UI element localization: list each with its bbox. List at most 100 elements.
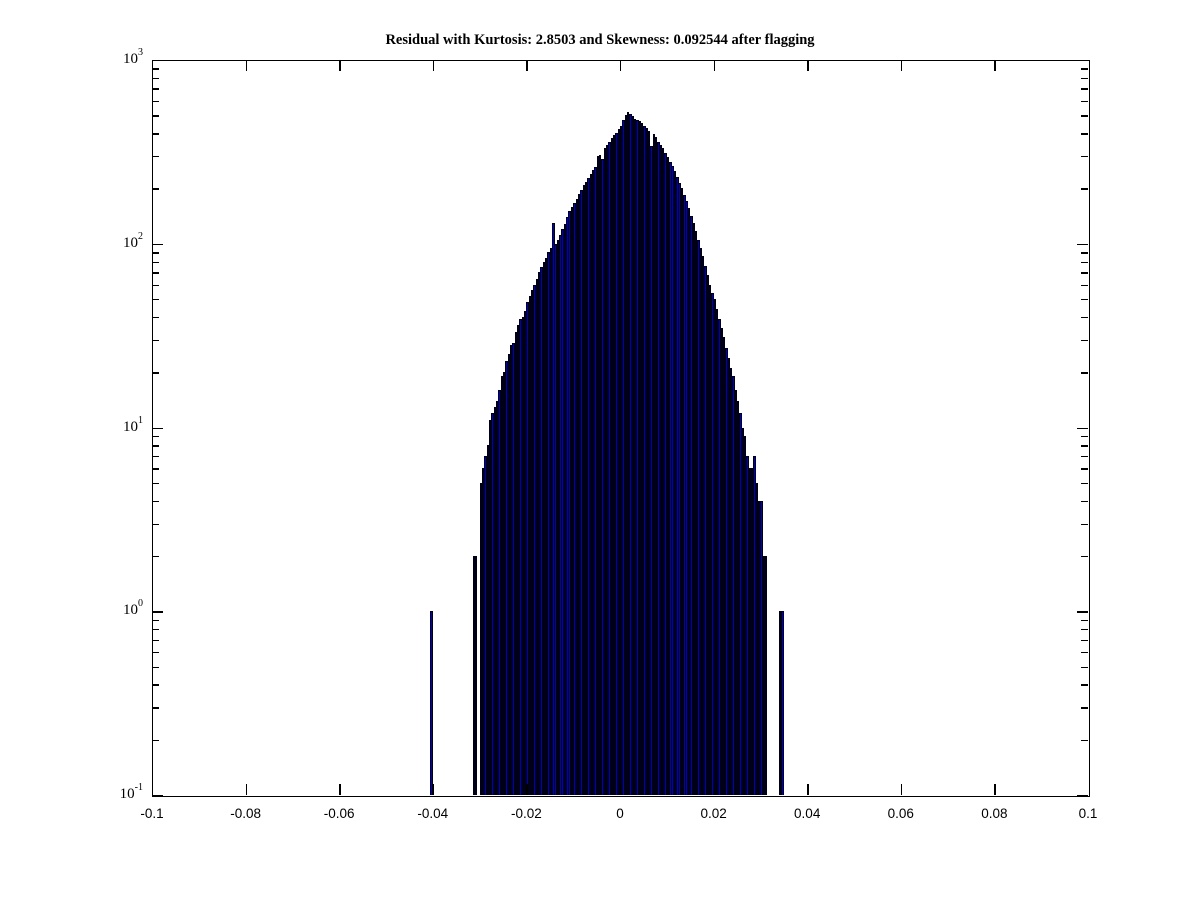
y-axis-tick — [152, 427, 163, 429]
x-axis-tick — [713, 784, 715, 795]
histogram-bar — [566, 216, 569, 795]
y-axis-tick — [1081, 482, 1088, 485]
x-axis-tick — [526, 784, 528, 795]
y-axis-tick — [1081, 88, 1088, 90]
histogram-bar — [512, 342, 515, 795]
y-axis-tick — [152, 188, 159, 190]
histogram-bar — [517, 325, 520, 795]
histogram-bar — [479, 482, 482, 795]
y-axis-tick — [1081, 500, 1088, 502]
histogram-bar — [652, 134, 656, 795]
histogram-bar — [662, 148, 665, 795]
y-axis-tick — [152, 133, 159, 135]
histogram-bar — [521, 316, 525, 795]
y-axis-tick — [152, 482, 159, 485]
histogram-bar — [474, 555, 478, 795]
x-axis-tick-label: 0.04 — [794, 806, 821, 821]
y-axis-tick — [1081, 100, 1088, 103]
histogram-bar — [549, 247, 553, 795]
histogram-bar — [500, 376, 504, 795]
histogram-bar — [519, 318, 522, 795]
histogram-bar — [641, 122, 644, 795]
plot-data-area — [152, 60, 1088, 795]
histogram-bar — [538, 272, 541, 795]
histogram-bar — [645, 128, 649, 795]
histogram-bar — [545, 257, 548, 795]
histogram-bar — [669, 161, 672, 795]
histogram-bar — [765, 555, 768, 795]
histogram-bar — [671, 165, 674, 795]
histogram-bar — [680, 188, 684, 795]
histogram-bar — [507, 354, 511, 795]
histogram-bar — [638, 121, 642, 795]
histogram-bar — [664, 153, 667, 795]
histogram-bar — [751, 468, 754, 795]
histogram-bar — [746, 455, 749, 795]
histogram-bar — [704, 265, 707, 795]
y-axis-tick — [1081, 555, 1088, 558]
histogram-bar — [673, 170, 677, 795]
chart-title: Residual with Kurtosis: 2.8503 and Skewn… — [385, 32, 815, 48]
y-axis-tick — [1081, 133, 1088, 135]
y-axis-tick — [152, 523, 159, 525]
x-axis-tick-top — [994, 60, 996, 71]
y-axis-tick — [152, 795, 163, 797]
x-axis-tick-label: -0.08 — [230, 806, 261, 821]
histogram-bar — [697, 239, 700, 795]
y-axis-tick — [152, 299, 159, 301]
y-axis-tick — [1081, 619, 1088, 622]
y-axis-tick — [152, 88, 159, 90]
x-axis-tick-label: 0.1 — [1078, 806, 1098, 821]
y-axis-tick-label: 100 — [97, 598, 143, 619]
y-axis-tick-label: 10-1 — [97, 782, 143, 803]
histogram-bar — [713, 299, 716, 795]
y-axis-tick — [1081, 284, 1088, 286]
y-axis-tick — [1081, 629, 1088, 631]
histogram-bar — [554, 243, 557, 795]
histogram-bar — [755, 482, 759, 795]
histogram-bar — [472, 555, 475, 795]
histogram-bar — [718, 318, 721, 795]
histogram-bar — [720, 327, 723, 795]
histogram-bar — [596, 156, 599, 795]
y-axis-tick — [152, 100, 159, 103]
x-axis-tick-top — [245, 60, 247, 71]
histogram-bar — [715, 309, 719, 795]
y-axis-tick — [1081, 272, 1088, 274]
y-axis-tick — [1081, 299, 1088, 301]
x-axis-tick-top — [620, 60, 622, 71]
x-axis-tick-top — [900, 60, 903, 71]
y-axis-tick — [1081, 739, 1088, 742]
y-axis-tick — [152, 445, 159, 447]
histogram-bar — [552, 222, 555, 795]
y-axis-tick — [1081, 652, 1088, 654]
histogram-bar — [603, 148, 606, 795]
histogram-bar — [610, 138, 613, 795]
x-axis-tick — [900, 784, 903, 795]
histogram-bar — [528, 295, 532, 795]
x-axis-tick-label: 0.06 — [887, 806, 914, 821]
histogram-bar — [666, 157, 670, 795]
x-axis-tick — [245, 784, 247, 795]
histogram-bar — [568, 211, 571, 795]
histogram-bar — [594, 166, 597, 795]
histogram-bar — [547, 252, 550, 795]
y-axis-tick — [1077, 243, 1088, 246]
histogram-bar — [762, 555, 766, 795]
histogram-bar — [502, 372, 506, 795]
y-axis-tick — [152, 611, 163, 613]
histogram-bar — [655, 137, 658, 795]
histogram-bar — [615, 133, 618, 795]
y-axis-tick — [152, 500, 159, 502]
histogram-bar — [722, 337, 726, 795]
y-axis-tick-label: 102 — [97, 231, 143, 252]
y-axis-tick — [1081, 188, 1088, 190]
plot-frame — [152, 60, 1090, 797]
x-axis-tick-label: -0.06 — [323, 806, 355, 821]
histogram-bar — [484, 455, 487, 795]
x-axis-tick-label: 0.02 — [700, 806, 727, 821]
histogram-bar — [598, 154, 602, 795]
histogram-bar — [643, 125, 646, 795]
histogram-bar — [608, 141, 611, 795]
y-axis-tick — [1081, 252, 1088, 254]
